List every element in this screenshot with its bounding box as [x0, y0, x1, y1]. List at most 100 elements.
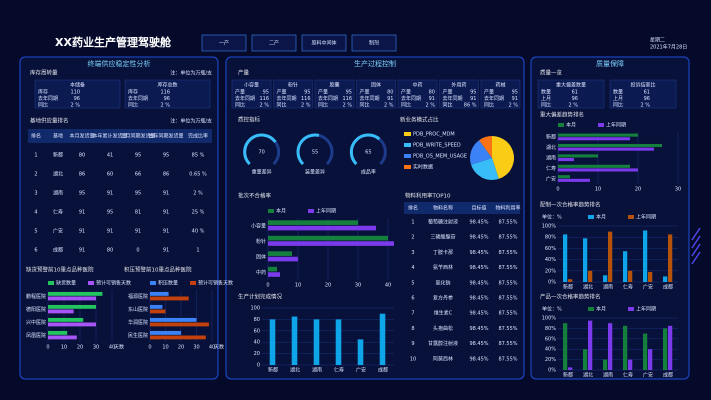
chart-title: 重大偏差趋势排名: [540, 111, 584, 119]
y-tick-label: 德阳医院: [26, 306, 46, 313]
pie-slice: [470, 140, 492, 165]
unit-label: 单位：%: [542, 214, 562, 221]
axis-label: 天数: [214, 344, 224, 351]
y-tick-label: 40%: [545, 347, 556, 353]
block-value: 116: [160, 90, 170, 96]
column-header: 物料利用率: [495, 205, 520, 212]
table-cell: 98.45%: [469, 235, 488, 241]
legend-swatch: [628, 307, 634, 311]
block-value: 95: [263, 90, 269, 96]
table-cell: 2: [411, 235, 414, 241]
block-title: 外用药: [451, 82, 466, 89]
table-cell: 98.45%: [469, 250, 488, 256]
tab-label[interactable]: 制剂: [369, 40, 379, 47]
tab[interactable]: [201, 34, 247, 52]
x-tick-label: 仁寿: [623, 284, 633, 291]
legend-swatch: [404, 132, 411, 136]
bar: [558, 137, 630, 141]
y-tick-label: 华润医院: [128, 319, 148, 326]
panel-title: 终端供应稳定性分析: [88, 59, 151, 68]
tab[interactable]: [251, 34, 297, 52]
table-cell: 86: [79, 172, 85, 178]
table-header: [404, 202, 520, 214]
x-tick-label: 新都: [563, 284, 573, 291]
bar: [268, 272, 280, 277]
legend-label: 本月: [596, 214, 606, 221]
block-value: 2 %: [384, 103, 394, 109]
block-title: 中药: [412, 82, 422, 89]
chart-title: 生产计划完成情况: [238, 293, 283, 301]
table-cell: 1: [411, 220, 414, 226]
tab-label[interactable]: 二产: [269, 40, 279, 47]
block-label: 同比: [484, 102, 494, 109]
legend-label: 本月: [566, 122, 576, 129]
bar: [48, 322, 96, 327]
info-block: [609, 79, 677, 109]
legend-swatch: [628, 215, 634, 219]
tab-label[interactable]: 一产: [219, 40, 229, 47]
bar: [335, 319, 342, 365]
info-block: [231, 79, 272, 109]
bar: [48, 317, 84, 322]
block-title: 本储备: [70, 82, 85, 89]
block-title: 库存总数: [157, 82, 177, 89]
legend-swatch: [88, 281, 94, 285]
bar: [663, 328, 668, 370]
x-tick-label: 20: [178, 345, 184, 351]
legend-label: 预计可销售天数: [96, 280, 131, 287]
info-block: [356, 79, 396, 109]
bar: [268, 266, 277, 272]
x-tick-label: 成都: [663, 372, 673, 379]
bar: [643, 230, 648, 282]
table-cell: 2 %: [193, 191, 203, 197]
legend-label: 本月: [276, 208, 286, 215]
legend-swatch: [190, 281, 196, 285]
block-title: 固体: [371, 82, 381, 89]
chart-title: 配制一次合格率趋势排名: [540, 201, 601, 209]
bar: [588, 270, 593, 282]
legend-label: PDB_OS_MEM_USAGE: [413, 154, 467, 160]
x-tick-label: 10: [61, 345, 67, 351]
block-label: 上月: [541, 95, 551, 102]
legend-swatch: [48, 281, 54, 285]
y-tick-label: 40: [254, 340, 260, 346]
block-value: 2 %: [508, 103, 518, 109]
table-cell: 丁胺卡那: [433, 249, 453, 256]
decoration: [691, 227, 701, 265]
section-label: 物料利用率TOP10: [405, 192, 451, 200]
x-tick-label: 仁寿: [623, 372, 633, 379]
block-title: 重大偏差数量: [556, 82, 586, 89]
block-value: 116: [342, 96, 352, 102]
bar: [623, 251, 628, 282]
bar: [608, 323, 613, 370]
y-tick-label: 0%: [548, 368, 556, 374]
y-tick-label: 粉针: [256, 238, 266, 245]
block-label: 数量: [541, 89, 551, 96]
table-cell: 氨苄西林: [433, 264, 453, 271]
block-title: 投诉结案比: [630, 82, 655, 89]
legend-swatch: [268, 209, 274, 213]
block-value: 96: [74, 96, 80, 102]
block-label: 产量: [443, 89, 453, 96]
block-label: 去年同期: [318, 95, 338, 102]
table-cell: 91: [163, 248, 169, 254]
block-value: 2 %: [70, 103, 80, 109]
block-value: 110: [70, 90, 80, 96]
tab[interactable]: [351, 34, 397, 52]
table-cell: 95: [79, 191, 85, 197]
block-label: 产量: [484, 89, 494, 96]
info-block: [439, 79, 479, 109]
table-cell: 91: [107, 191, 113, 197]
bar: [648, 271, 653, 282]
tab-label[interactable]: 原料中间体: [311, 40, 336, 47]
tab[interactable]: [301, 34, 347, 52]
bar: [568, 367, 573, 370]
y-tick-label: 固体: [256, 253, 266, 260]
table-cell: 80: [79, 153, 85, 159]
bar: [588, 320, 593, 370]
y-tick-label: 东山医院: [128, 306, 148, 313]
column-header: 本月发货量: [69, 133, 94, 140]
block-label: 去年同期: [38, 95, 58, 102]
table-cell: 85 %: [192, 153, 205, 159]
table-cell: 98.45%: [469, 280, 488, 286]
